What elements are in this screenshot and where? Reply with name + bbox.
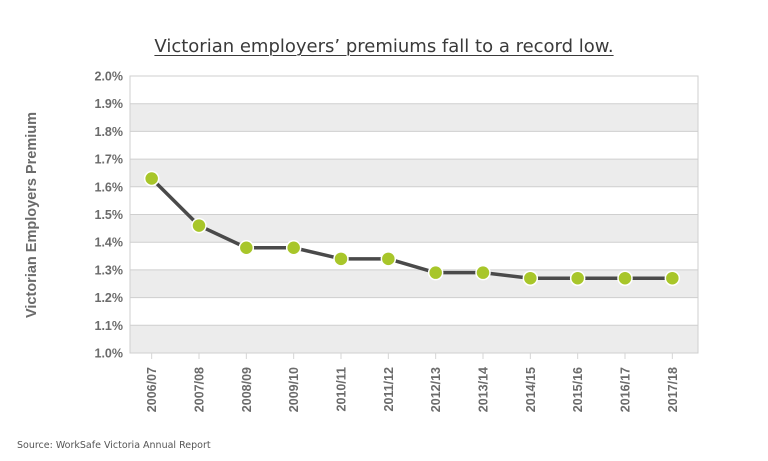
- grid-band: [130, 325, 698, 353]
- x-tick-label: 2009/10: [287, 367, 301, 412]
- y-tick-label: 1.3%: [95, 263, 124, 277]
- x-tick-label: 2015/16: [571, 367, 585, 412]
- y-tick-label: 1.4%: [95, 236, 124, 250]
- data-point: [285, 239, 302, 256]
- x-tick-label: 2017/18: [666, 367, 680, 412]
- data-point: [617, 270, 633, 286]
- x-tick-label: 2006/07: [145, 367, 159, 412]
- grid-band: [130, 159, 698, 187]
- data-point: [380, 251, 397, 267]
- y-tick-label: 1.6%: [95, 180, 124, 194]
- x-tick-label: 2013/14: [477, 367, 491, 412]
- grid-band: [130, 297, 698, 326]
- y-tick-label: 1.9%: [95, 97, 124, 111]
- grid-band: [130, 214, 698, 243]
- grid-band: [130, 103, 698, 132]
- x-tick-label: 2012/13: [429, 367, 443, 412]
- x-tick-label: 2014/15: [524, 367, 538, 412]
- data-point: [238, 239, 255, 256]
- data-point: [143, 170, 160, 187]
- grid-band: [130, 269, 698, 298]
- grid-band: [130, 186, 698, 215]
- x-tick-label: 2008/09: [240, 367, 254, 412]
- x-tick-label: 2007/08: [193, 367, 207, 412]
- x-tick-label: 2016/17: [619, 367, 633, 412]
- y-tick-label: 1.8%: [95, 125, 124, 139]
- data-point: [191, 217, 207, 234]
- y-tick-label: 1.5%: [95, 208, 124, 222]
- x-tick-label: 2010/11: [335, 367, 349, 412]
- plot-border: [129, 75, 699, 354]
- data-line: [150, 177, 673, 280]
- grid-band: [130, 131, 698, 160]
- data-point: [427, 264, 444, 281]
- y-tick-label: 1.7%: [95, 153, 124, 167]
- data-point: [475, 264, 491, 281]
- y-tick-label: 1.2%: [95, 291, 124, 305]
- data-point: [664, 270, 681, 286]
- source-note: Source: WorkSafe Victoria Annual Report: [17, 440, 211, 451]
- y-tick-label: 1.1%: [95, 319, 124, 333]
- y-tick-label: 2.0%: [95, 70, 124, 84]
- data-point: [333, 251, 349, 267]
- chart-title-text: Victorian employers’ premiums fall to a …: [154, 36, 614, 57]
- y-tick-label: 1.0%: [95, 347, 124, 361]
- chart-title: Victorian employers’ premiums fall to a …: [0, 36, 768, 57]
- x-tick-label: 2011/12: [382, 367, 396, 412]
- data-point: [569, 270, 586, 286]
- grid-band: [130, 76, 698, 104]
- data-point: [522, 270, 539, 286]
